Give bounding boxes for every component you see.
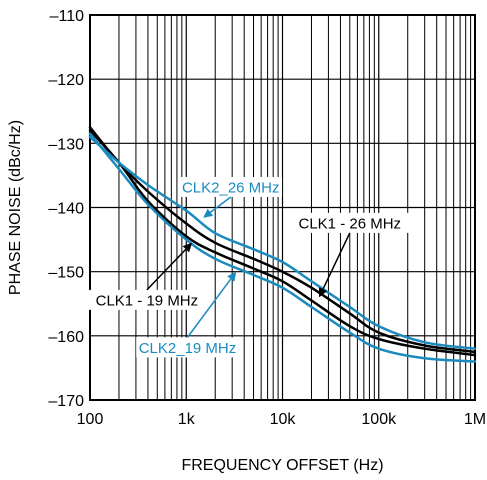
y-axis-ticks: –110 –120 –130 –140 –150 –160 –170 — [48, 8, 84, 410]
series-lines — [88, 126, 477, 363]
annotation-background — [179, 176, 283, 197]
annotation-background — [136, 337, 239, 358]
x-tick-label: 10k — [270, 411, 297, 428]
x-tick-label: 100 — [77, 411, 104, 428]
series-line-clk1-26-mhz — [88, 126, 477, 354]
annotation-arrowhead — [182, 242, 193, 253]
annotation-arrowhead — [318, 287, 328, 298]
series-line-clk2-26-mhz — [88, 135, 477, 350]
annotation-arrowhead — [203, 208, 214, 218]
annotation-label: CLK1 - 26 MHz — [299, 215, 402, 232]
y-tick-label: –170 — [48, 393, 84, 410]
annotation-leader-line — [209, 196, 232, 213]
series-line-clk2-19-mhz — [88, 132, 477, 363]
y-tick-label: –130 — [48, 136, 84, 153]
y-tick-label: –150 — [48, 265, 84, 282]
x-axis-ticks: 100 1k 10k 100k 1M — [77, 411, 486, 428]
grid — [89, 14, 475, 401]
y-tick-label: –110 — [50, 8, 85, 25]
x-axis-label: FREQUENCY OFFSET (Hz) — [181, 457, 383, 474]
y-tick-label: –120 — [48, 72, 84, 89]
annotations: CLK2_26 MHz CLK1 - 26 MHz CLK1 - 19 MHz CLK… — [86, 176, 410, 358]
annotation-label: CLK2_26 MHz — [182, 179, 280, 196]
y-axis-label: PHASE NOISE (dBc/Hz) — [7, 120, 24, 295]
y-tick-label: –140 — [48, 201, 84, 218]
annotation-background — [289, 212, 410, 233]
annotation-background — [86, 289, 207, 310]
annotation-label: CLK2_19 MHz — [139, 340, 237, 357]
y-tick-label: –160 — [48, 329, 84, 346]
plot-frame — [89, 14, 476, 401]
annotation-arrowhead — [227, 271, 237, 282]
annotation-leader-line — [322, 232, 351, 290]
annotation-leader-line — [186, 278, 232, 338]
x-tick-label: 1M — [464, 411, 486, 428]
series-line-clk1-19-mhz — [88, 129, 477, 357]
annotation-label: CLK1 - 19 MHz — [96, 292, 199, 309]
x-tick-label: 1k — [178, 411, 196, 428]
annotation-leader-line — [146, 248, 187, 291]
x-tick-label: 100k — [361, 411, 397, 428]
